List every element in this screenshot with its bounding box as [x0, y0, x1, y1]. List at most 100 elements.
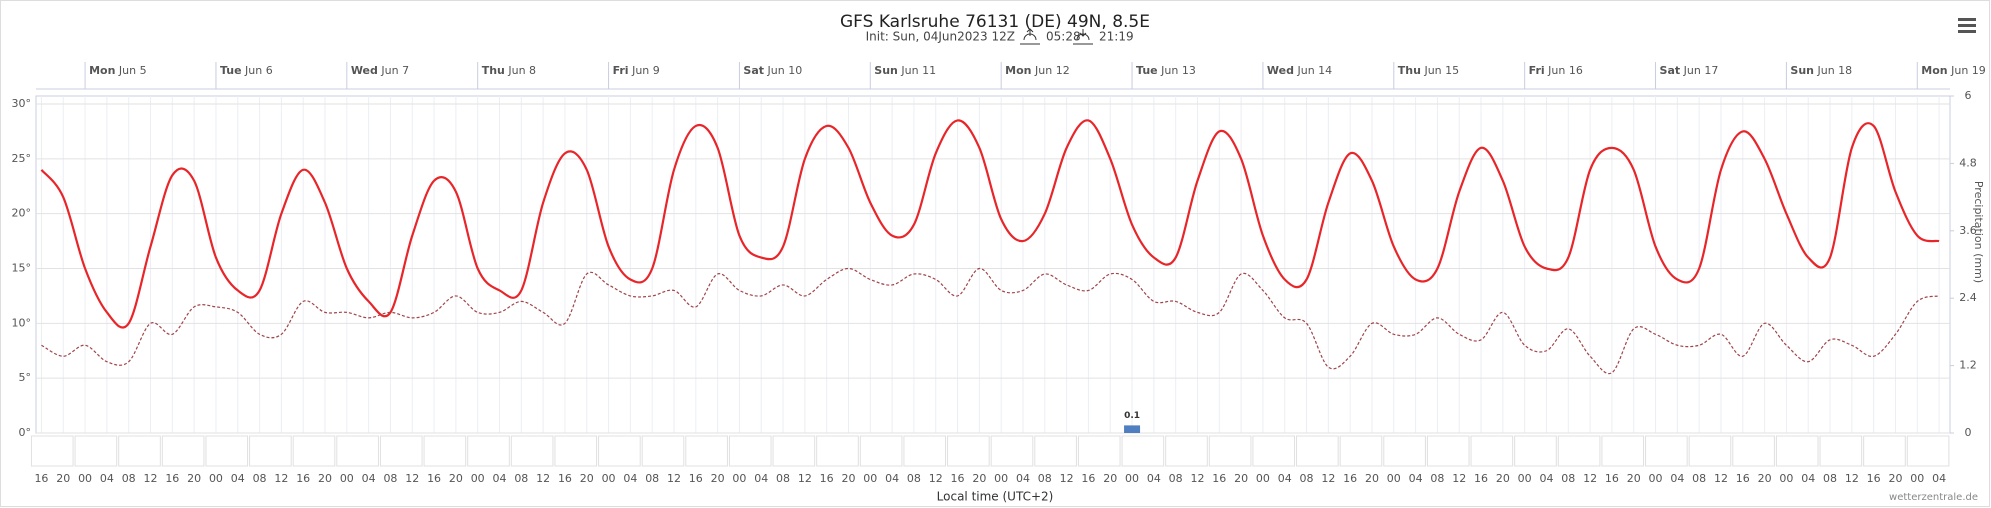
day-weekday: Sat	[743, 64, 764, 77]
x-tick-label: 16	[1212, 472, 1226, 485]
wind-cell	[554, 435, 598, 467]
day-label: Sun Jun 11	[874, 64, 936, 77]
wind-cell	[1906, 435, 1950, 467]
day-date: Jun 19	[1950, 64, 1986, 77]
sunset: 21:19	[1099, 30, 1134, 44]
x-tick-label: 04	[885, 472, 899, 485]
x-tick-label: 20	[711, 472, 725, 485]
wind-cell	[1775, 435, 1819, 467]
wind-cell	[1252, 435, 1296, 467]
x-tick-label: 12	[667, 472, 681, 485]
y2-tick-label: 0	[1965, 426, 1972, 439]
x-tick-label: 04	[1147, 472, 1161, 485]
day-weekday: Mon	[89, 64, 115, 77]
x-tick-label: 12	[536, 472, 550, 485]
day-weekday: Tue	[1136, 64, 1158, 77]
x-tick-label: 12	[1321, 472, 1335, 485]
x-tick-label: 16	[34, 472, 48, 485]
x-tick-label: 12	[1845, 472, 1859, 485]
x-tick-label: 20	[972, 472, 986, 485]
wind-cell	[205, 435, 249, 467]
sunset-icon	[1073, 29, 1093, 45]
x-tick-label: 08	[1692, 472, 1706, 485]
y-tick-label: 20°	[12, 207, 32, 220]
day-weekday: Sun	[874, 64, 898, 77]
x-tick-label: 08	[1430, 472, 1444, 485]
day-weekday: Thu	[1398, 64, 1421, 77]
y-tick-label: 15°	[12, 262, 32, 275]
day-date: Jun 16	[1547, 64, 1583, 77]
x-tick-label: 20	[449, 472, 463, 485]
x-tick-label: 00	[1649, 472, 1663, 485]
day-date: Jun 10	[767, 64, 803, 77]
x-tick-label: 12	[1583, 472, 1597, 485]
day-weekday: Mon	[1005, 64, 1031, 77]
x-tick-label: 00	[1518, 472, 1532, 485]
x-tick-label: 12	[274, 472, 288, 485]
wind-cell	[1819, 435, 1863, 467]
wind-cell	[118, 435, 161, 467]
day-label: Tue Jun 13	[1136, 64, 1196, 77]
day-weekday: Sun	[1790, 64, 1814, 77]
wind-cell	[1688, 435, 1732, 467]
x-tick-label: 16	[296, 472, 310, 485]
day-label: Fri Jun 16	[1529, 64, 1583, 77]
x-tick-label: 08	[645, 472, 659, 485]
x-tick-label: 00	[340, 472, 354, 485]
wind-cell	[1034, 435, 1077, 467]
wind-cell	[1601, 435, 1645, 467]
day-label: Sun Jun 18	[1790, 64, 1852, 77]
day-date: Jun 8	[507, 64, 536, 77]
day-label: Sat Jun 17	[1660, 64, 1719, 77]
wind-cell	[30, 435, 74, 467]
day-date: Jun 9	[631, 64, 660, 77]
wind-cell	[947, 435, 990, 467]
y-tick-label: 25°	[12, 152, 32, 165]
x-tick-label: 20	[56, 472, 70, 485]
x-tick-label: 16	[689, 472, 703, 485]
x-tick-label: 00	[209, 472, 223, 485]
x-tick-label: 16	[1081, 472, 1095, 485]
y2-tick-label: 6	[1965, 89, 1972, 102]
y-tick-label: 0°	[19, 426, 32, 439]
x-tick-label: 00	[1779, 472, 1793, 485]
x-tick-label: 00	[1910, 472, 1924, 485]
day-date: Jun 18	[1817, 64, 1853, 77]
x-tick-label: 08	[383, 472, 397, 485]
x-tick-label: 12	[798, 472, 812, 485]
x-tick-label: 20	[1888, 472, 1902, 485]
x-tick-label: 16	[820, 472, 834, 485]
x-tick-label: 00	[1125, 472, 1139, 485]
wind-cell	[423, 435, 467, 467]
x-tick-label: 08	[253, 472, 267, 485]
x-tick-label: 16	[1474, 472, 1488, 485]
wind-cell	[816, 435, 859, 467]
menu-button[interactable]	[1958, 18, 1976, 33]
wind-cell	[1339, 435, 1383, 467]
y2-tick-label: 1.2	[1959, 359, 1977, 372]
precip-label: 0.1	[1124, 411, 1140, 421]
x-tick-label: 16	[1867, 472, 1881, 485]
wind-cell	[292, 435, 336, 467]
day-label: Mon Jun 5	[89, 64, 147, 77]
x-tick-label: 12	[1060, 472, 1074, 485]
wind-cell	[74, 435, 118, 467]
x-tick-label: 12	[929, 472, 943, 485]
day-date: Jun 17	[1683, 64, 1719, 77]
x-tick-label: 04	[1278, 472, 1292, 485]
x-tick-label: 04	[1016, 472, 1030, 485]
wind-cell	[379, 435, 423, 467]
wind-cell	[1732, 435, 1775, 467]
x-tick-label: 00	[1387, 472, 1401, 485]
day-date: Jun 11	[900, 64, 936, 77]
x-tick-label: 12	[1452, 472, 1466, 485]
x-tick-label: 04	[1670, 472, 1684, 485]
x-tick-label: 08	[1823, 472, 1837, 485]
wind-cell	[598, 435, 641, 467]
x-tick-label: 20	[1365, 472, 1379, 485]
y2-tick-label: 3.6	[1959, 224, 1977, 237]
x-tick-label: 12	[1190, 472, 1204, 485]
wind-cell	[1208, 435, 1252, 467]
x-tick-label: 04	[623, 472, 637, 485]
